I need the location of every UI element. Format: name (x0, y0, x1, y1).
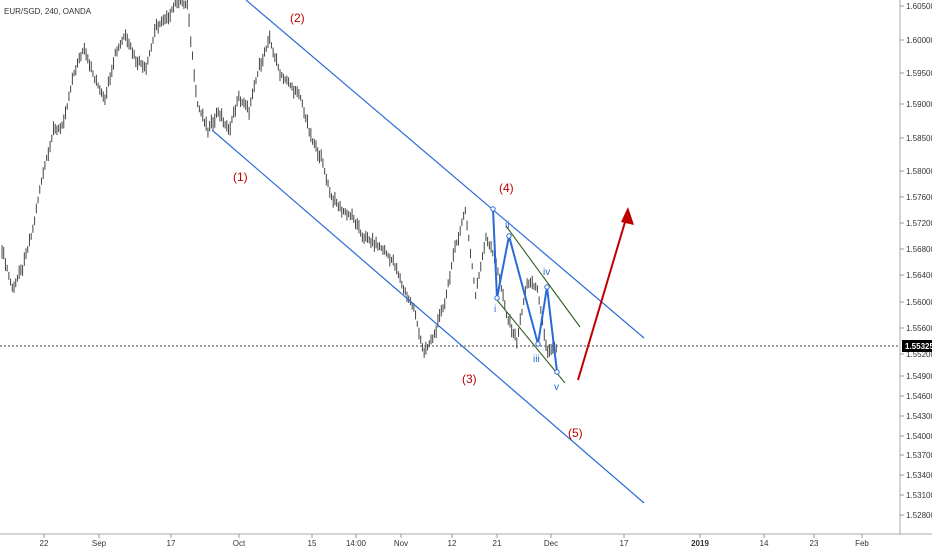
x-tick-label: Dec (544, 539, 558, 548)
wave-label: (3) (462, 372, 477, 386)
forecast-arrow-line (577, 211, 629, 381)
subwave-label: iv (543, 267, 550, 278)
y-axis: 1.60500 1.60000 1.59500 1.59000 1.58500 1.580… (900, 2, 932, 520)
channel-lower-line (211, 129, 645, 504)
y-tick-label: 1.56000 (906, 298, 932, 307)
y-tick-label: 1.58000 (906, 167, 932, 176)
x-tick-label: 15 (308, 539, 317, 548)
y-tick-label: 1.55600 (906, 324, 932, 333)
y-tick-label: 1.59000 (906, 100, 932, 109)
x-tick-label: 22 (40, 539, 49, 548)
y-tick-label: 1.60000 (906, 36, 932, 45)
chart-title: EUR/SGD, 240, OANDA (4, 7, 92, 16)
current-price-tag (902, 340, 932, 352)
y-tick-label: 1.54300 (906, 412, 932, 421)
x-tick-label: 17 (620, 539, 629, 548)
y-tick-label: 1.56400 (906, 271, 932, 280)
subwave-point (506, 233, 512, 239)
drawings-layer (211, 0, 645, 504)
y-tick-label: 1.57200 (906, 219, 932, 228)
subwave-point (554, 369, 560, 375)
subwave-point (494, 295, 500, 301)
x-tick-label: 21 (493, 539, 502, 548)
current-price-label: 1.55325 (905, 342, 932, 351)
candles-layer (1, 0, 557, 359)
y-tick-label: 1.53700 (906, 451, 932, 460)
y-tick-label: 1.60500 (906, 2, 932, 11)
x-tick-label: Sep (92, 539, 107, 548)
wave-label: (4) (499, 181, 514, 195)
channel-upper-line (245, 0, 645, 339)
x-tick-label: 14:00 (346, 539, 367, 548)
x-tick-label: Oct (233, 539, 246, 548)
wave-label: (2) (290, 11, 305, 25)
y-tick-label: 1.59500 (906, 69, 932, 78)
subwave-point (544, 284, 550, 290)
subwave-path (492, 208, 558, 373)
y-tick-label: 1.54000 (906, 432, 932, 441)
subwave-point (490, 206, 496, 212)
subwave-label: i (494, 304, 496, 315)
wave-label: (5) (568, 426, 583, 440)
subwave-point (535, 341, 541, 347)
y-tick-label: 1.52800 (906, 511, 932, 520)
subwave-label: v (554, 382, 559, 393)
y-tick-label: 1.54900 (906, 372, 932, 381)
y-tick-label: 1.53400 (906, 471, 932, 480)
x-tick-label: 2019 (691, 539, 709, 548)
x-tick-label: 12 (448, 539, 457, 548)
x-tick-label: 17 (167, 539, 176, 548)
x-tick-label: Feb (855, 539, 869, 548)
subwave-label: iii (533, 354, 540, 365)
y-tick-label: 1.57600 (906, 193, 932, 202)
x-tick-label: Nov (394, 539, 408, 548)
wedge-lower-line (496, 299, 566, 384)
y-tick-label: 1.56800 (906, 245, 932, 254)
subwave-label: ii (505, 220, 509, 231)
wave-label: (1) (233, 170, 248, 184)
wedge-upper-line (505, 225, 581, 328)
x-tick-label: 14 (760, 539, 769, 548)
y-tick-label: 1.55200 (906, 350, 932, 359)
y-tick-label: 1.53100 (906, 491, 932, 500)
forecast-arrow-head (621, 207, 634, 225)
y-tick-label: 1.54600 (906, 392, 932, 401)
x-axis: 22 Sep 17 Oct 15 14:00 Nov 12 21 Dec 17 2019 14 23 Feb (40, 534, 869, 548)
x-tick-label: 23 (810, 539, 819, 548)
y-tick-label: 1.58500 (906, 134, 932, 143)
